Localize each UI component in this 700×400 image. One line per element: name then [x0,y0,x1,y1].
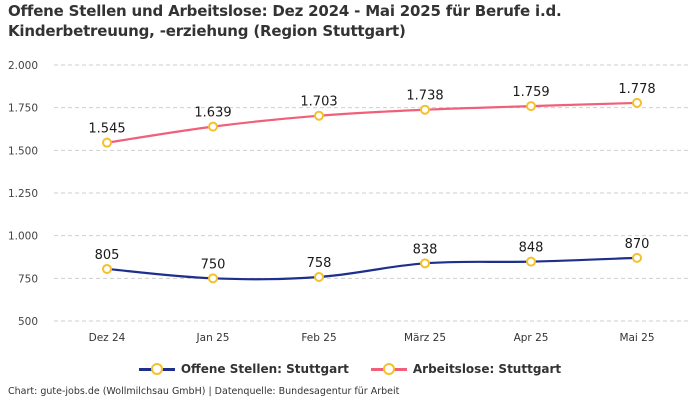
y-axis: 500 750 1.000 1.250 1.500 1.750 2.000 [8,60,38,328]
data-label: 1.545 [88,122,125,137]
data-label: 805 [95,248,120,263]
data-label: 838 [413,242,438,257]
data-point [420,258,430,269]
data-point [526,256,536,267]
legend-line-marker-icon [370,362,407,376]
legend-line-marker-icon [138,362,175,376]
y-tick-label: 750 [18,273,38,285]
y-tick-label: 2.000 [8,60,38,72]
data-label: 1.703 [300,95,337,110]
data-point [632,252,642,263]
data-label: 848 [519,241,544,256]
legend-label: Offene Stellen: Stuttgart [180,362,349,376]
source-credit: Chart: gute-jobs.de (Wollmilchsau GmbH) … [8,386,400,397]
legend: Offene Stellen: Stuttgart Arbeitslose: S… [0,362,700,376]
series-line [106,101,638,144]
data-label: 758 [307,256,332,271]
data-label: 1.639 [194,106,231,121]
y-tick-label: 1.250 [8,188,38,200]
y-tick-label: 1.750 [8,103,38,115]
data-label: 1.759 [512,85,549,100]
data-label: 1.738 [406,89,443,104]
chart-title: Offene Stellen und Arbeitslose: Dez 2024… [8,2,562,40]
data-point [208,273,218,284]
gridlines [54,64,690,322]
data-point [208,121,218,132]
x-tick-label: März 25 [404,332,446,344]
legend-item-offene-stellen[interactable]: Offene Stellen: Stuttgart [138,362,349,376]
data-point [314,271,324,282]
x-axis: Dez 24 Jan 25 Feb 25 März 25 Apr 25 Mai 25 [89,332,655,344]
series-arbeitslose: 1.545 1.639 1.703 1.738 1.759 1.778 [88,82,656,148]
data-label: 870 [625,237,650,252]
x-tick-label: Feb 25 [301,332,336,344]
data-point [420,104,430,115]
data-point [314,110,324,121]
data-label: 750 [201,257,226,272]
x-tick-label: Dez 24 [89,332,126,344]
data-point [102,137,112,148]
data-point [526,101,536,112]
data-point [632,97,642,108]
x-tick-label: Mai 25 [619,332,654,344]
y-tick-label: 1.000 [8,231,38,243]
legend-item-arbeitslose[interactable]: Arbeitslose: Stuttgart [370,362,562,376]
x-tick-label: Jan 25 [196,332,230,344]
y-tick-label: 500 [18,316,38,328]
data-point [102,263,112,274]
y-tick-label: 1.500 [8,145,38,157]
series-offene-stellen: 805 750 758 838 848 870 [95,237,650,284]
legend-label: Arbeitslose: Stuttgart [412,362,562,376]
data-label: 1.778 [618,82,655,97]
series-line [106,256,638,281]
x-tick-label: Apr 25 [514,332,549,344]
